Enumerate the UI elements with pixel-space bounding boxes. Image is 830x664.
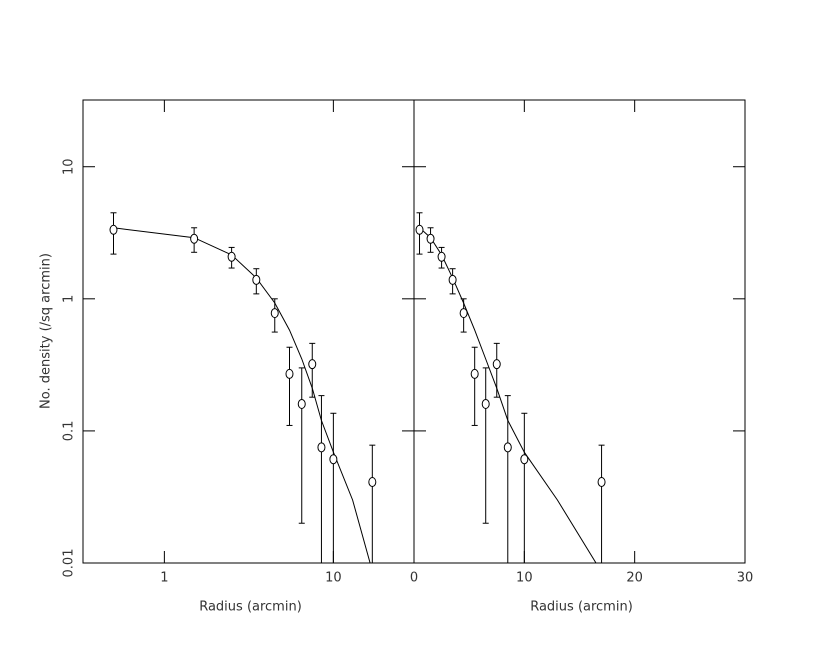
data-point (597, 477, 606, 488)
data-point (329, 454, 338, 465)
data-point (308, 359, 317, 370)
data-point (415, 224, 424, 235)
x-axis-label: Radius (arcmin) (530, 600, 633, 615)
data-point (317, 442, 326, 453)
data-point (470, 368, 479, 379)
plot-area (415, 212, 606, 563)
data-point (503, 442, 512, 453)
plot-area (109, 212, 377, 563)
data-point (190, 233, 199, 244)
data-point (109, 224, 118, 235)
data-point (252, 274, 261, 285)
data-point (481, 398, 490, 409)
model-line (419, 227, 597, 563)
y-tick-label: 1 (62, 295, 77, 303)
data-point (270, 308, 279, 319)
data-point (520, 454, 529, 465)
x-tick-label: 10 (516, 571, 533, 586)
y-axis-label: No. density (/sq arcmin) (39, 253, 54, 409)
data-point (227, 251, 236, 262)
x-tick-label: 0 (410, 571, 418, 586)
x-tick-label: 20 (626, 571, 643, 586)
x-axis-label: Radius (arcmin) (199, 600, 302, 615)
data-point (368, 477, 377, 488)
plot-frame (413, 99, 746, 564)
x-tick-label: 30 (737, 571, 754, 586)
x-tick-label: 1 (160, 571, 168, 586)
data-point (437, 251, 446, 262)
data-point (448, 274, 457, 285)
y-tick-label: 0.1 (62, 421, 77, 442)
plot-frame (82, 99, 415, 564)
data-point (285, 368, 294, 379)
y-tick-label: 0.01 (62, 549, 77, 578)
y-tick-label: 10 (62, 158, 77, 175)
data-point (459, 308, 468, 319)
x-tick-label: 10 (325, 571, 342, 586)
model-line (113, 227, 371, 563)
data-point (297, 398, 306, 409)
data-point (492, 359, 501, 370)
data-point (426, 233, 435, 244)
